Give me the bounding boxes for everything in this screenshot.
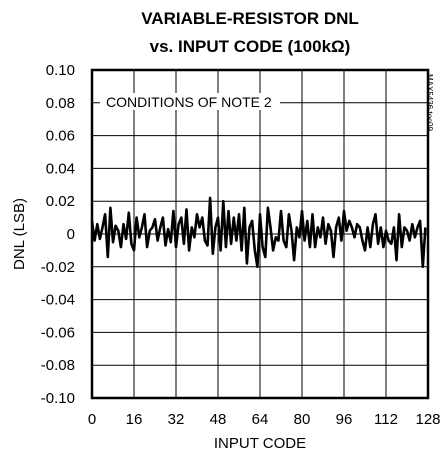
dnl-series-line — [90, 196, 427, 269]
y-tick-label: 0.02 — [46, 193, 75, 210]
y-tick-label: -0.08 — [41, 357, 75, 374]
y-tick-label: -0.10 — [41, 390, 75, 407]
y-tick-label: 0.04 — [46, 160, 75, 177]
y-tick-label: -0.06 — [41, 324, 75, 341]
chart-title-line1: VARIABLE-RESISTOR DNL — [141, 9, 359, 28]
annotation-group: CONDITIONS OF NOTE 2 — [100, 93, 280, 110]
plot-frame — [90, 68, 430, 400]
y-tick-labels: 0.10 0.08 0.06 0.04 0.02 0 -0.02 -0.04 -0.06 -0.0… — [41, 62, 75, 407]
x-tick-label: 80 — [294, 411, 311, 428]
y-tick-label: -0.04 — [41, 292, 75, 309]
x-tick-labels: 0 16 32 48 64 80 96 112 128 — [88, 411, 441, 428]
chart-title-line2: vs. INPUT CODE (100kΩ) — [150, 37, 351, 56]
x-tick-label: 48 — [210, 411, 227, 428]
y-tick-label: 0.08 — [46, 95, 75, 112]
x-tick-label: 128 — [415, 411, 440, 428]
annotation-text: CONDITIONS OF NOTE 2 — [106, 94, 272, 110]
x-tick-label: 16 — [126, 411, 143, 428]
x-tick-label: 64 — [252, 411, 269, 428]
y-tick-label: -0.02 — [41, 259, 75, 276]
x-tick-label: 96 — [336, 411, 353, 428]
y-axis-label: DNL (LSB) — [11, 198, 28, 270]
x-tick-label: 32 — [168, 411, 185, 428]
side-note: MAX5436 toc09 — [425, 74, 434, 131]
annotation-background — [100, 93, 280, 110]
x-tick-label: 112 — [374, 411, 398, 428]
x-tick-label: 0 — [88, 411, 96, 428]
y-tick-label: 0.06 — [46, 128, 75, 145]
y-tick-label: 0 — [67, 226, 75, 243]
x-axis-label: INPUT CODE — [214, 435, 306, 452]
y-tick-label: 0.10 — [46, 62, 75, 79]
series-layer — [90, 196, 427, 269]
